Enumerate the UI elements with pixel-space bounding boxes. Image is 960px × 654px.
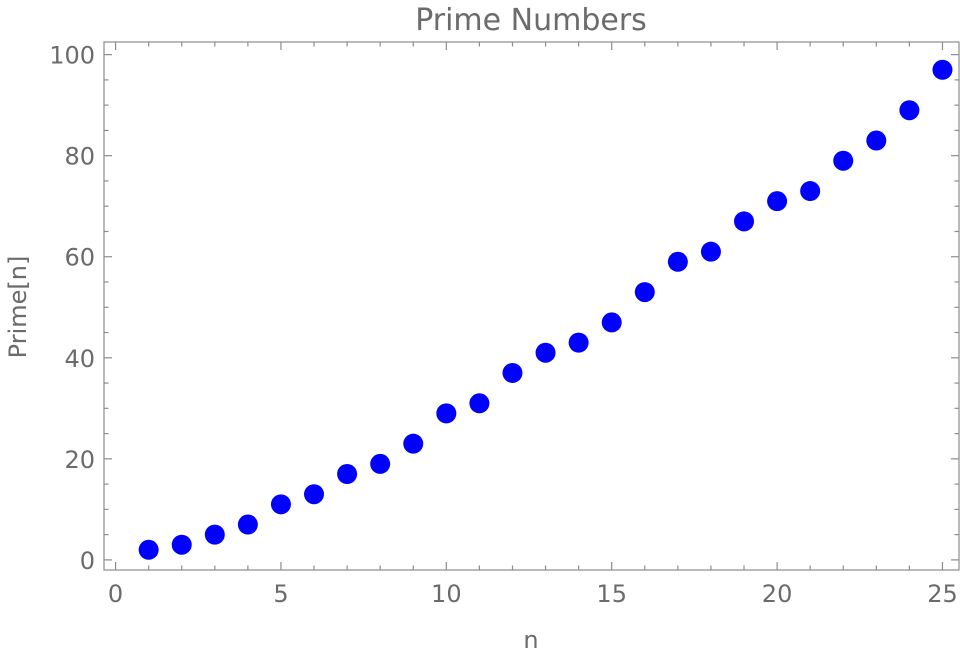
data-point — [932, 59, 953, 80]
data-point — [833, 150, 854, 171]
chart-title: Prime Numbers — [415, 3, 647, 38]
data-point — [800, 181, 821, 202]
x-tick-label: 5 — [273, 580, 288, 608]
data-point — [502, 362, 523, 383]
plot-frame — [103, 41, 960, 571]
data-point — [237, 514, 258, 535]
data-point — [337, 464, 358, 484]
data-point — [270, 494, 291, 515]
data-points — [138, 59, 953, 560]
x-tick-label: 25 — [927, 580, 958, 608]
data-point — [436, 403, 457, 424]
data-point — [138, 539, 159, 560]
data-point — [866, 130, 887, 151]
y-tick-label: 20 — [64, 446, 95, 474]
data-point — [535, 342, 556, 363]
y-axis-label: Prime[n] — [4, 256, 32, 359]
y-tick-label: 0 — [80, 547, 95, 575]
x-tick-label: 0 — [108, 580, 123, 608]
axis-tick-labels: 0 5 10 15 20 25 0 20 40 60 80 100 — [49, 42, 958, 608]
x-tick-label: 10 — [431, 580, 462, 608]
x-axis-label: n — [523, 626, 538, 654]
y-tick-label: 60 — [64, 244, 95, 272]
data-point — [601, 312, 622, 333]
data-point — [171, 534, 192, 555]
y-tick-label: 40 — [64, 345, 95, 373]
data-point — [370, 453, 391, 474]
data-point — [304, 484, 325, 505]
data-point — [204, 524, 225, 545]
data-point — [899, 100, 920, 121]
data-point — [568, 332, 589, 353]
data-point — [767, 191, 788, 212]
y-tick-label: 80 — [64, 143, 95, 171]
data-point — [734, 211, 755, 232]
data-point — [634, 282, 655, 303]
data-point — [700, 241, 721, 262]
y-tick-label: 100 — [49, 42, 95, 70]
axis-ticks — [104, 42, 959, 570]
plot-frame-rect — [103, 41, 960, 571]
data-point — [469, 393, 490, 414]
data-point — [667, 251, 688, 272]
x-tick-label: 20 — [762, 580, 793, 608]
data-point — [403, 433, 424, 454]
x-tick-label: 15 — [596, 580, 627, 608]
